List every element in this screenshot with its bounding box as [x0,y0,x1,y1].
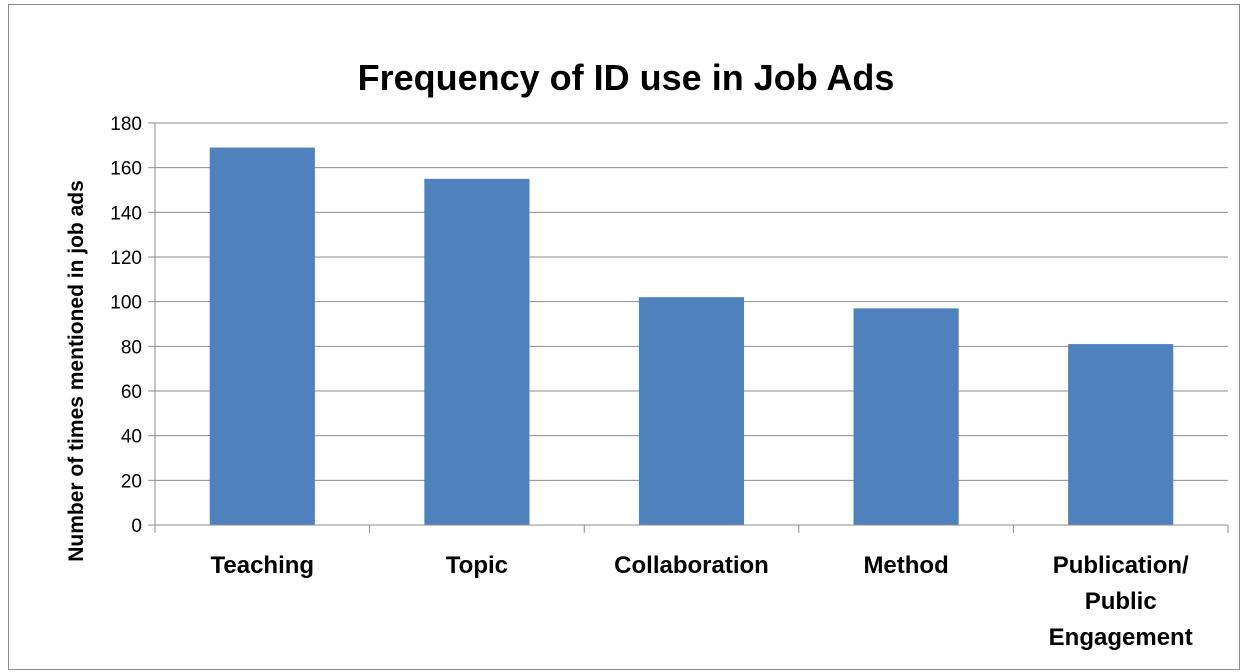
x-tick-label-line: Public [1085,588,1157,615]
x-tick-label-line: Publication/ [1053,552,1189,579]
y-tick-labels: 0 20 40 60 80 100 120 140 160 180 [110,114,142,537]
y-tick-label: 40 [121,427,142,448]
y-tick-label: 120 [110,248,142,269]
bars [209,147,1174,526]
x-tick-label-line: Engagement [1049,624,1193,651]
x-tick-label-line: Collaboration [614,552,769,579]
x-tick-label-line: Teaching [211,552,315,579]
x-tick-label: Collaboration [614,552,769,579]
y-tick-label: 180 [110,114,142,135]
x-tick-labels: Teaching Topic Collaboration Method Publicat… [211,552,1193,651]
bar-chart: Frequency of ID use in Job Ads Number of… [65,57,1229,651]
y-axis-label: Number of times mentioned in job ads [65,180,88,562]
bar [424,178,530,526]
bar [209,147,315,526]
x-tick-label: Publication/Public Engagement [1049,552,1193,651]
y-tick-label: 160 [110,159,142,180]
chart-title: Frequency of ID use in Job Ads [358,57,895,98]
bar [1068,344,1174,525]
x-tick-label: Teaching [211,552,315,579]
y-tick-label: 80 [121,337,142,358]
y-tick-label: 140 [110,203,142,224]
y-tick-label: 60 [121,382,142,403]
x-tick-label: Topic [446,552,508,579]
x-tick-label-line: Topic [446,552,508,579]
chart-frame: Frequency of ID use in Job Ads Number of… [8,4,1240,670]
x-tick-label-line: Method [863,552,948,579]
axes [148,122,1229,533]
y-tick-label: 20 [121,471,142,492]
bar [853,308,959,525]
x-tick-label: Method [863,552,948,579]
y-tick-label: 100 [110,293,142,314]
bar [638,297,745,525]
y-tick-label: 0 [131,516,142,537]
